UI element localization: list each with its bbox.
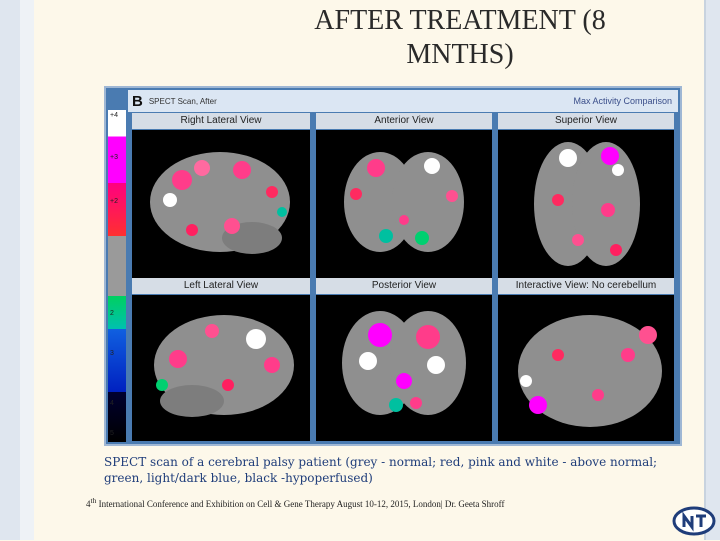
left-decor-stripe-inner: [20, 0, 34, 540]
label-anterior: Anterior View: [316, 113, 492, 129]
label-superior: Superior View: [498, 113, 674, 129]
label-left-lateral: Left Lateral View: [132, 278, 310, 294]
scale-tick: 4: [110, 400, 114, 407]
brain-anterior: [316, 130, 492, 278]
scale-tick: 5: [110, 430, 114, 437]
title-line-1: AFTER TREATMENT (8: [314, 5, 606, 36]
footer-text: International Conference and Exhibition …: [96, 499, 505, 509]
label-right-lateral: Right Lateral View: [132, 113, 310, 129]
right-decor-stripe: [704, 0, 720, 540]
brain-left-lateral: [132, 295, 310, 441]
brain-interactive: [498, 295, 674, 441]
figure-right-label: Max Activity Comparison: [573, 96, 672, 106]
brain-superior: [498, 130, 674, 278]
slide-title: AFTER TREATMENT (8 MNTHS): [240, 4, 680, 72]
scale-tick: 2: [110, 310, 114, 317]
brain-posterior: [316, 295, 492, 441]
brain-right-lateral: [132, 130, 310, 278]
scale-tick: +4: [110, 112, 118, 119]
spect-figure: B SPECT Scan, After Max Activity Compari…: [104, 86, 682, 446]
left-decor-stripe: [0, 0, 20, 540]
slide-footer: 4th International Conference and Exhibit…: [86, 496, 646, 509]
figure-caption: SPECT scan of a cerebral palsy patient (…: [104, 455, 658, 485]
right-decor-line: [704, 0, 706, 540]
footer-superscript: th: [90, 496, 97, 505]
panel-letter: B: [132, 92, 143, 110]
figure-subtitle: SPECT Scan, After: [148, 96, 217, 106]
scale-tick: 3: [110, 350, 114, 357]
title-line-2: MNTHS): [406, 39, 514, 70]
footer-number: 4: [86, 499, 91, 509]
figure-header: B SPECT Scan, After Max Activity Compari…: [128, 90, 678, 112]
scale-tick: +2: [110, 198, 118, 205]
label-posterior: Posterior View: [316, 278, 492, 294]
label-interactive: Interactive View: No cerebellum: [498, 278, 674, 294]
nt-logo: [672, 506, 716, 536]
scale-tick: +3: [110, 154, 118, 161]
color-scale: +4 +3 +2 2 3 4 5: [108, 110, 126, 442]
